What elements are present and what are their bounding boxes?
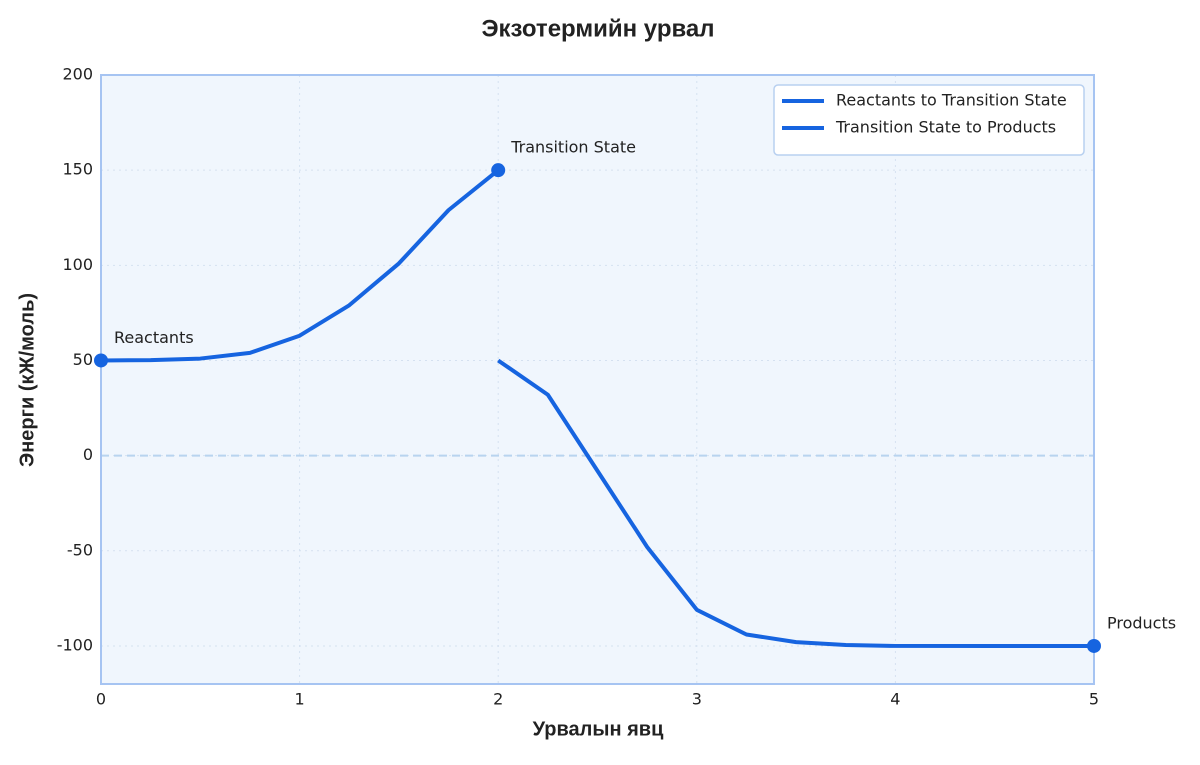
legend-label: Transition State to Products (835, 118, 1056, 137)
x-tick-label: 0 (96, 690, 106, 709)
line (497, 358, 1094, 648)
point-marker (1087, 638, 1101, 653)
y-tick-label: -100 (57, 635, 93, 654)
x-tick-label: 5 (1089, 690, 1099, 709)
line (100, 168, 500, 363)
x-tick-label: 1 (295, 690, 305, 709)
plot-border (100, 74, 1095, 685)
y-tick-label: 0 (83, 445, 93, 464)
legend-label: Reactants to Transition State (836, 91, 1067, 110)
x-axis-label: Урвалын явц (533, 718, 664, 740)
y-tick-label: 50 (73, 350, 93, 369)
y-tick-label: 200 (62, 65, 93, 84)
point-marker (491, 163, 506, 178)
x-tick-label: 2 (493, 690, 503, 709)
x-tick-label: 3 (692, 690, 702, 709)
y-tick-label: -50 (67, 540, 93, 559)
point-marker (94, 353, 108, 368)
point-label: Products (1107, 613, 1176, 632)
point-label: Reactants (114, 328, 194, 347)
plot-area (101, 75, 1094, 684)
y-axis-label: Энерги (кЖ/моль) (16, 293, 38, 467)
y-tick-label: 100 (62, 255, 93, 274)
x-tick-label: 4 (890, 690, 900, 709)
legend-box (773, 84, 1085, 156)
chart-title: Экзотермийн урвал (481, 15, 714, 42)
y-tick-label: 150 (62, 160, 93, 179)
point-label: Transition State (510, 138, 636, 157)
